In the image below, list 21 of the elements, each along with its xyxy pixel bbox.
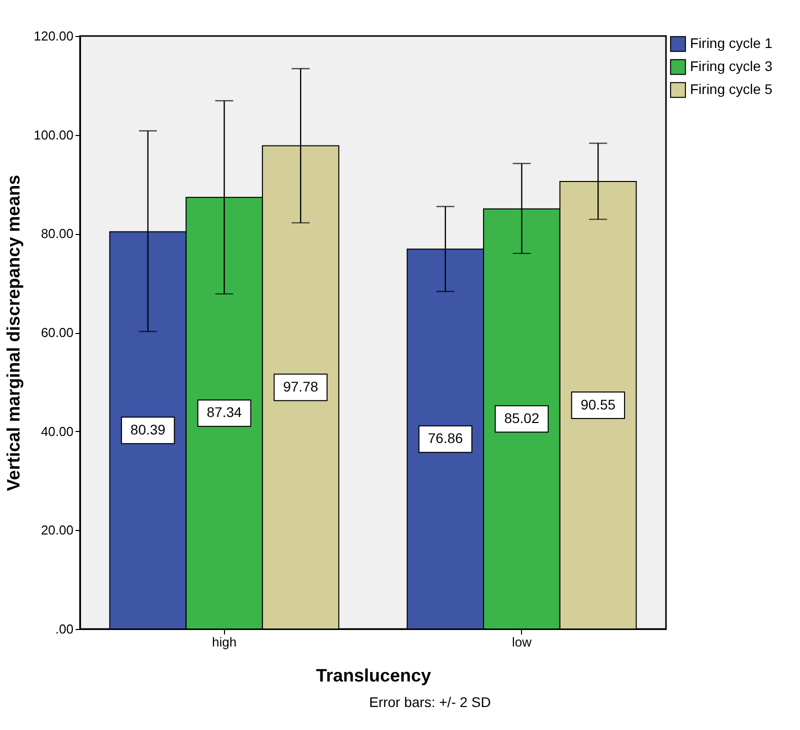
y-tick-label: .00 xyxy=(55,622,74,636)
text: Error bars: +/- 2 SD xyxy=(368,694,492,710)
y-axis-title: Vertical marginal discrepancy means xyxy=(4,174,24,492)
y-tick-label: 100.00 xyxy=(34,127,74,142)
x-axis-title: Translucency xyxy=(316,666,432,686)
data-label: 97.78 xyxy=(283,378,318,394)
data-label: 87.34 xyxy=(206,404,242,420)
legend-label: Firing cycle 3 xyxy=(690,58,773,74)
x-tick-label: low xyxy=(512,634,532,650)
y-tick-label: 120.00 xyxy=(34,28,74,44)
y-tick-label: 40.00 xyxy=(40,424,74,439)
data-label: 90.55 xyxy=(580,396,616,412)
data-label: 76.86 xyxy=(428,430,464,446)
y-tick-label: 80.00 xyxy=(40,226,74,242)
x-tick-label: high xyxy=(212,634,237,650)
legend-label: Firing cycle 1 xyxy=(690,35,773,51)
y-tick-label: 20.00 xyxy=(40,522,74,538)
legend-label: Firing cycle 5 xyxy=(690,81,773,97)
y-tick-label: 60.00 xyxy=(40,325,74,340)
data-label: 85.02 xyxy=(504,410,540,426)
data-label: 80.39 xyxy=(130,421,166,438)
